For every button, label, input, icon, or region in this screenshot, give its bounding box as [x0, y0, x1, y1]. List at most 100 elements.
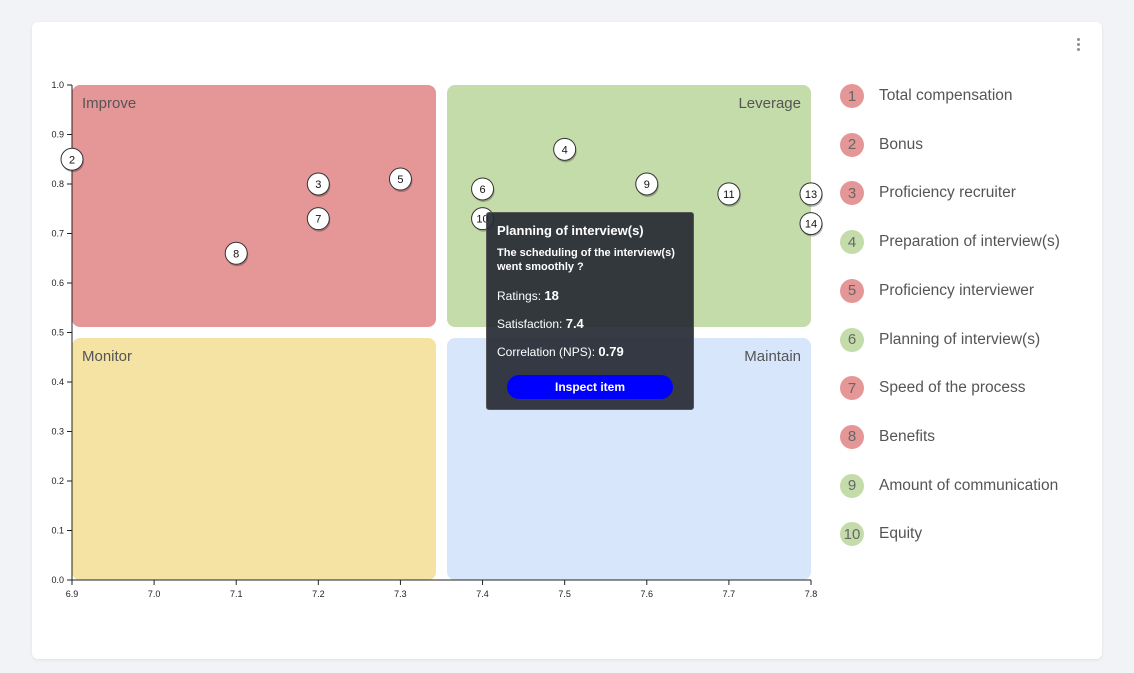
point-marker [471, 177, 495, 201]
satisfaction-label: Satisfaction: [497, 317, 563, 331]
y-tick-label: 0.8 [51, 179, 64, 189]
tooltip-ratings: Ratings: 18 [497, 288, 683, 303]
data-point-6[interactable]: 6 [471, 177, 495, 202]
x-tick-label: 7.1 [230, 589, 243, 599]
legend-item[interactable]: 1 Total compensation [840, 84, 1013, 108]
data-point-14[interactable]: 14 [799, 212, 823, 237]
satisfaction-value: 7.4 [565, 316, 584, 331]
ratings-label: Ratings: [497, 289, 542, 303]
legend-label: Proficiency recruiter [879, 184, 1016, 202]
y-tick-label: 0.6 [51, 278, 64, 288]
legend-number-badge: 3 [840, 181, 864, 206]
legend-label: Proficiency interviewer [879, 281, 1035, 299]
legend-label: Bonus [879, 135, 923, 153]
legend-number-badge: 7 [840, 376, 864, 401]
correlation-label: Correlation (NPS): [497, 345, 596, 359]
point-label: 9 [644, 179, 650, 191]
point-marker [799, 212, 823, 236]
legend-item[interactable]: 8 Benefits [840, 424, 936, 449]
tooltip: Planning of interview(s) The scheduling … [486, 212, 694, 410]
legend-label: Preparation of interview(s) [879, 233, 1060, 251]
legend-label: Planning of interview(s) [879, 330, 1041, 348]
data-point-7[interactable]: 7 [306, 207, 331, 232]
point-label: 2 [69, 154, 75, 166]
point-label: 11 [723, 189, 734, 201]
y-tick-label: 0.5 [51, 328, 64, 338]
y-tick-label: 0.0 [51, 575, 64, 585]
x-tick-label: 7.6 [641, 589, 654, 599]
data-point-5[interactable]: 5 [388, 167, 413, 193]
legend-item[interactable]: 10 Equity [840, 522, 923, 547]
y-tick-label: 0.9 [51, 130, 64, 140]
tooltip-subtitle: The scheduling of the interview(s) went … [497, 247, 675, 273]
y-tick-label: 0.1 [51, 526, 64, 536]
quadrant-label-leverage: Leverage [738, 95, 801, 112]
legend-item[interactable]: 6 Planning of interview(s) [840, 327, 1041, 352]
point-marker [717, 182, 741, 206]
data-point-3[interactable]: 3 [306, 172, 331, 197]
legend-item[interactable]: 3 Proficiency recruiter [840, 181, 1016, 206]
quadrant-improve [72, 85, 436, 327]
y-tick-label: 0.4 [51, 377, 64, 387]
inspect-item-button[interactable]: Inspect item [507, 375, 673, 399]
legend-item[interactable]: 5 Proficiency interviewer [840, 278, 1035, 303]
correlation-value: 0.79 [598, 344, 624, 359]
point-label: 5 [397, 174, 403, 186]
legend-number-badge: 2 [840, 132, 864, 157]
data-point-4[interactable]: 4 [553, 137, 577, 163]
point-label: 4 [562, 144, 568, 156]
point-label: 13 [805, 189, 817, 201]
legend-label: Benefits [879, 427, 936, 445]
point-marker [60, 147, 84, 171]
data-point-8[interactable]: 8 [224, 241, 249, 267]
point-marker [388, 167, 412, 191]
quadrant-label-improve: Improve [82, 95, 136, 112]
point-label: 10 [476, 214, 488, 226]
tooltip-title: Planning of interview(s) [497, 223, 644, 238]
x-tick-label: 7.2 [312, 589, 325, 599]
legend-number-badge: 6 [840, 327, 864, 352]
more-options-icon[interactable] [1068, 34, 1088, 54]
x-tick-label: 7.4 [476, 589, 489, 599]
data-point-9[interactable]: 9 [635, 172, 659, 197]
legend-item[interactable]: 2 Bonus [840, 132, 923, 157]
point-label: 8 [233, 248, 239, 260]
x-tick-label: 7.7 [723, 589, 736, 599]
point-marker [553, 137, 577, 161]
x-tick-label: 7.8 [805, 589, 818, 599]
x-tick-label: 7.0 [148, 589, 161, 599]
point-marker [635, 172, 659, 196]
legend-label: Amount of communication [879, 476, 1059, 494]
data-point-2[interactable]: 2 [60, 147, 84, 173]
point-label: 14 [805, 219, 817, 231]
data-point-13[interactable]: 13 [799, 182, 823, 207]
x-tick-label: 7.5 [558, 589, 571, 599]
legend-number-badge: 1 [840, 84, 864, 108]
legend-label: Equity [879, 525, 923, 543]
y-tick-label: 1.0 [51, 80, 64, 90]
point-label: 6 [479, 184, 485, 196]
quadrant-label-monitor: Monitor [82, 348, 132, 365]
legend-number-badge: 4 [840, 230, 864, 255]
legend-item[interactable]: 4 Preparation of interview(s) [840, 230, 1060, 255]
ratings-value: 18 [544, 288, 559, 303]
legend-number-badge: 8 [840, 424, 864, 449]
legend-item[interactable]: 9 Amount of communication [840, 473, 1059, 498]
point-marker [306, 172, 330, 196]
tooltip-satisfaction: Satisfaction: 7.4 [497, 316, 683, 331]
quadrant-monitor [72, 338, 436, 580]
legend-item[interactable]: 7 Speed of the process [840, 376, 1026, 401]
tooltip-correlation: Correlation (NPS): 0.79 [497, 344, 683, 359]
legend-number-badge: 10 [840, 522, 864, 547]
y-tick-label: 0.7 [51, 229, 64, 239]
point-label: 3 [315, 179, 321, 191]
y-tick-label: 0.3 [51, 427, 64, 437]
quadrant-label-maintain: Maintain [744, 348, 801, 365]
legend-number-badge: 9 [840, 473, 864, 498]
x-tick-label: 6.9 [66, 589, 79, 599]
point-marker [306, 207, 330, 231]
data-point-11[interactable]: 11 [717, 182, 741, 207]
x-tick-label: 7.3 [394, 589, 407, 599]
legend-label: Speed of the process [879, 379, 1026, 397]
point-label: 7 [315, 214, 321, 226]
